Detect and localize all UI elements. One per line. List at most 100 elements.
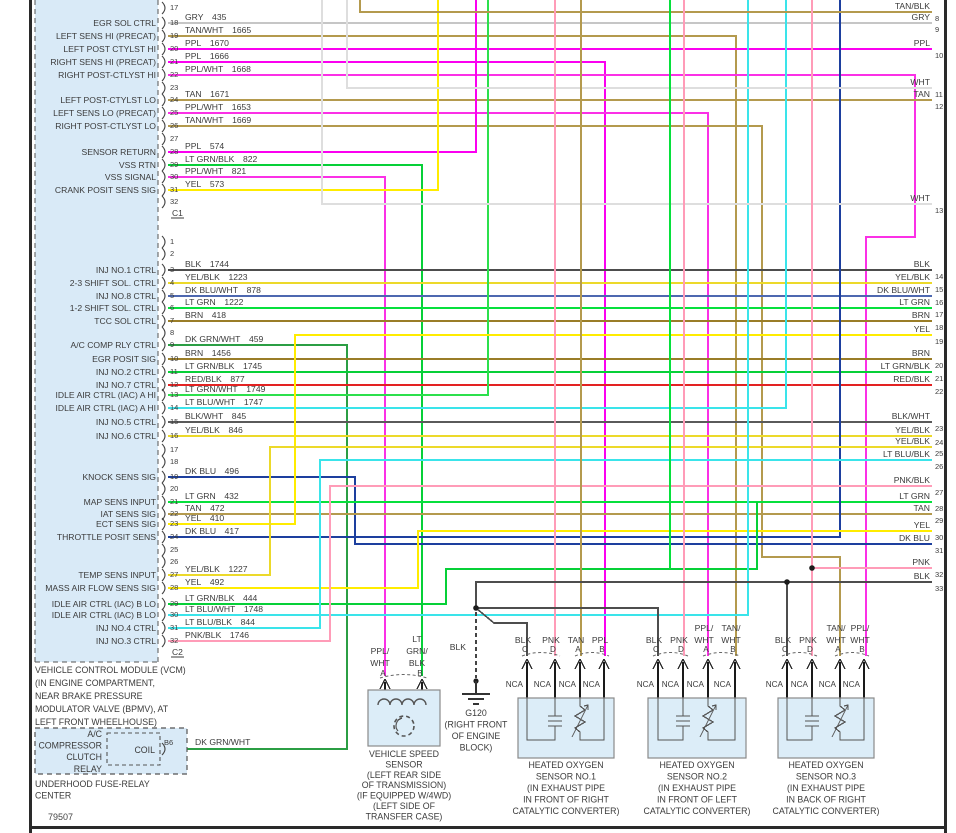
wire-color-label: YEL 492 [185,577,224,587]
pin-number: 32 [170,636,178,645]
edge-terminal-number: 16 [935,298,943,307]
pin-arrow [786,658,793,670]
pin-number: 19 [170,31,178,40]
pin-stub [161,158,166,172]
vcm-caption-line: MODULATOR VALVE (BPMV), AT [35,704,169,714]
sensor-caption-line: IN BACK OF RIGHT [786,795,866,805]
wire-color-label: PPL/WHT 1668 [185,64,251,74]
wire-color-label: TAN/WHT 1665 [185,25,251,35]
edge-terminal-number: 8 [935,14,939,23]
pin-stub [161,443,166,457]
edge-wire-label: BRN [912,348,930,358]
pin-number: 12 [170,380,178,389]
wire-WHT-37 [346,0,932,89]
pin-function-label: KNOCK SENS SIG [82,472,156,482]
pin-stub [161,581,166,595]
pin-arrow [682,658,689,670]
pin-function-label: RIGHT POST-CTLYST LO [55,121,156,131]
wire-color-label: LT GRN/BLK 822 [185,154,258,164]
vss-coil-symbol [377,698,427,706]
pin-stub [161,93,166,107]
wire-color-label: GRY 435 [185,12,227,22]
pin-stub [161,289,166,303]
nca-label: NCA [583,680,601,689]
pin-arrow [657,658,664,670]
pin-number: 32 [170,197,178,206]
pin-stub [161,568,166,582]
sensor-wire-label: PPL/ [851,623,870,633]
nca-label: NCA [506,680,524,689]
pin-function-label: CRANK POSIT SENS SIG [55,185,156,195]
wire-color-label: LT BLU/BLK 844 [185,617,255,627]
sensor-caption-line: CATALYTIC CONVERTER) [773,806,880,816]
pin-stub [161,338,166,352]
pin-stub [161,482,166,496]
pin-arrow [549,658,556,670]
pin-number: 25 [170,108,178,117]
pin-number: 30 [170,610,178,619]
variable-arrow [571,704,589,738]
wire-PPL-8 [168,0,477,153]
wire-LTBLUWHT-33 [168,0,749,616]
wire-color-label: YEL/BLK 1223 [185,272,248,282]
pin-number: 23 [170,83,178,92]
pin-number: 7 [170,316,174,325]
wire-color-label: DK GRN/WHT 459 [185,334,264,344]
relay-pin-stub [161,742,166,756]
left-border [29,0,32,833]
wire-color-label: LT GRN 1222 [185,297,244,307]
wire-layer [166,0,932,750]
wire-color-label: DK BLU/WHT 878 [185,285,261,295]
heater-symbol [526,698,556,741]
pin-stub [161,247,166,261]
relay-label-line: A/C [87,729,102,739]
sensor-caption-line: (IN EXHAUST PIPE [658,783,736,793]
underhood-caption-line: CENTER [35,791,71,801]
wire-BLK-47 [476,607,659,656]
edge-terminal-number: 13 [935,206,943,215]
nca-label: NCA [662,680,680,689]
variable-arrow-head [583,704,589,710]
pin-function-label: THROTTLE POSIT SENS [57,532,156,542]
pin-stub [161,301,166,315]
sensor-caption-line: CATALYTIC CONVERTER) [513,806,620,816]
connector-bracket [379,674,428,679]
sensor-pin-letter: D [678,645,684,654]
pin-stub [161,183,166,197]
variable-arrow-head [711,704,717,710]
vss-wire-label: LT [412,634,422,644]
vss-wire-label: PPL/ [371,646,390,656]
pin-arrow [834,658,841,670]
nca-label: NCA [843,680,861,689]
heater-symbol [786,698,813,741]
g120-caption-line: OF ENGINE [452,731,501,741]
vss-caption-line: (IF EQUIPPED W/4WD) [357,791,451,801]
pin-function-label: EGR SOL CTRL [93,18,156,28]
sensor-pin-letter: B [859,645,865,654]
edge-wire-label: TAN/BLK [895,1,930,11]
edge-wire-label: LT GRN [899,297,930,307]
sensor-caption-line: CATALYTIC CONVERTER) [644,806,751,816]
wire-color-label: TAN/WHT 1669 [185,115,251,125]
sensor-pin-letter: A [835,645,841,654]
sensor-caption-line: HEATED OXYGEN [788,760,863,770]
pin-number: 17 [170,445,178,454]
pin-number: 28 [170,147,178,156]
pin-function-label: LEFT POST CTYLST HI [63,44,156,54]
relay-box [34,727,188,775]
pin-number: 19 [170,472,178,481]
pin-number: 11 [170,367,178,376]
edge-wire-label: BLK [914,259,931,269]
sensor-pin-letter: D [550,645,556,654]
wire-color-label: PPL/WHT 821 [185,166,246,176]
sensor-caption-line: (IN EXHAUST PIPE [527,783,605,793]
sensor-wire-label: BLK [646,635,663,645]
pin-arrow [579,658,586,670]
wire-LTBLUWHT-22 [168,0,787,409]
pin-arrow [839,658,846,670]
vss-rotor-symbol [393,715,415,737]
sensor-box [777,697,875,759]
wire-color-label: BLK/WHT 845 [185,411,246,421]
pin-function-label: INJ NO.4 CTRL [96,623,156,633]
